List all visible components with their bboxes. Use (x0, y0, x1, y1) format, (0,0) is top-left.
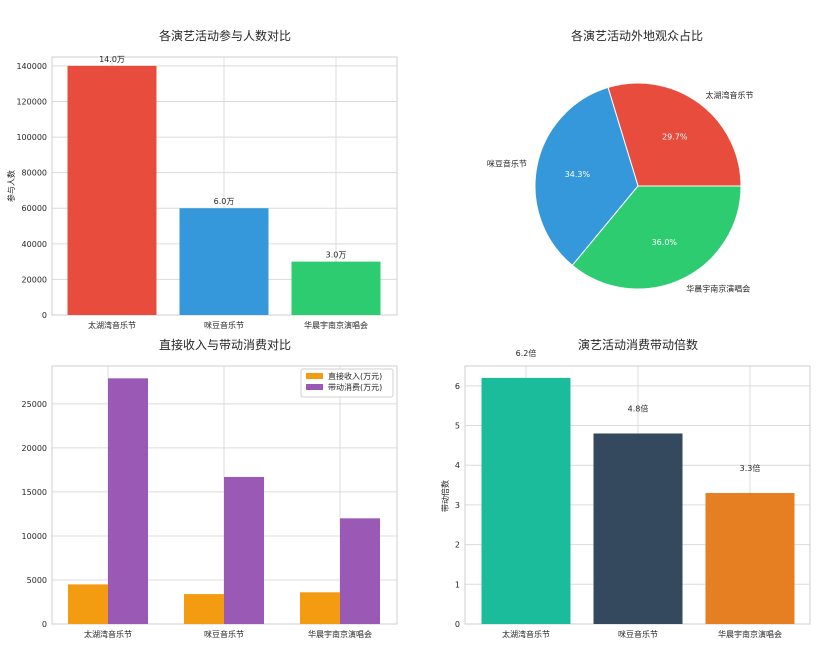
multiplier-data-label: 3.3倍 (740, 463, 761, 473)
driven-consumption-bar (224, 476, 264, 624)
multiplier-y-tick-label: 5 (455, 422, 460, 431)
revenue-x-tick-label: 华晨宇南京演唱会 (308, 629, 372, 639)
multiplier-data-label: 4.8倍 (628, 403, 649, 413)
pie-pct-label: 29.7% (662, 132, 688, 141)
participants-y-tick-label: 0 (42, 311, 47, 320)
multiplier-bar (593, 433, 683, 624)
participants-data-label: 6.0万 (214, 197, 235, 206)
pie-slice (571, 185, 742, 290)
multiplier-x-tick-label: 华晨宇南京演唱会 (718, 629, 782, 639)
participants-y-axis-label: 参与人数 (6, 170, 16, 202)
revenue-x-tick-label: 咪豆音乐节 (204, 629, 244, 639)
driven-consumption-bar (340, 518, 380, 624)
revenue-y-tick-label: 15000 (22, 488, 47, 497)
pie-slice-label: 咪豆音乐节 (487, 159, 527, 169)
participants-x-tick-label: 咪豆音乐节 (204, 320, 244, 330)
participants-bar (179, 208, 269, 315)
participants-chart-title: 各演艺活动参与人数对比 (159, 28, 291, 43)
participants-x-tick-label: 太湖湾音乐节 (88, 320, 136, 330)
pie-pct-label: 36.0% (652, 238, 678, 247)
pie-pct-label: 34.3% (565, 170, 591, 179)
multiplier-y-tick-label: 1 (455, 580, 460, 589)
pie-slice (607, 82, 742, 187)
revenue-y-tick-label: 10000 (22, 532, 47, 541)
participants-y-tick-label: 60000 (22, 204, 47, 213)
multiplier-y-tick-label: 4 (455, 461, 460, 470)
revenue-y-tick-label: 25000 (22, 400, 47, 409)
participants-y-tick-label: 140000 (16, 62, 47, 71)
pie-slice-label: 华晨宇南京演唱会 (686, 284, 750, 294)
multiplier-chart-title: 演艺活动消费带动倍数 (578, 337, 698, 352)
multiplier-bar (481, 377, 571, 624)
participants-y-tick-label: 80000 (22, 169, 47, 178)
legend-swatch (306, 384, 323, 390)
pie-slice (534, 86, 639, 267)
revenue-y-tick-label: 0 (42, 620, 47, 629)
revenue-y-tick-label: 5000 (27, 576, 47, 585)
participants-y-tick-label: 120000 (16, 97, 47, 106)
revenue-x-tick-label: 太湖湾音乐节 (84, 629, 132, 639)
pie-chart-title: 各演艺活动外地观众占比 (571, 28, 703, 43)
revenue-grouped-bar-chart: 直接收入与带动消费对比 0 5000 10000 15000 20000 25000 太湖湾… (22, 337, 398, 639)
multiplier-x-tick-label: 太湖湾音乐节 (502, 629, 550, 639)
legend-swatch (306, 373, 323, 379)
participants-y-tick-label: 100000 (16, 133, 47, 142)
revenue-y-tick-label: 20000 (22, 444, 47, 453)
legend-box (300, 368, 394, 398)
participants-bar (291, 261, 381, 315)
multiplier-y-tick-label: 0 (455, 620, 460, 629)
participants-data-label: 3.0万 (326, 251, 347, 260)
direct-income-bar (68, 584, 108, 624)
participants-y-tick-label: 40000 (22, 240, 47, 249)
legend-label: 直接收入(万元) (328, 371, 382, 381)
multiplier-x-tick-label: 咪豆音乐节 (618, 629, 658, 639)
participants-bar (67, 65, 157, 316)
multiplier-y-tick-label: 3 (455, 501, 460, 510)
revenue-legend: 直接收入(万元)带动消费(万元) (300, 368, 394, 398)
multiplier-y-tick-label: 2 (455, 541, 460, 550)
revenue-chart-title: 直接收入与带动消费对比 (159, 337, 291, 352)
driven-consumption-bar (108, 378, 148, 624)
legend-label: 带动消费(万元) (328, 382, 382, 392)
pie-slice-label: 太湖湾音乐节 (705, 90, 753, 100)
participants-x-tick-label: 华晨宇南京演唱会 (304, 320, 368, 330)
participants-y-tick-label: 20000 (22, 275, 47, 284)
direct-income-bar (300, 592, 340, 624)
multiplier-data-label: 6.2倍 (516, 348, 537, 358)
participants-bar-chart: 各演艺活动参与人数对比 参与人数 0 20000 40000 60000 80000 10… (6, 28, 398, 330)
participants-data-label: 14.0万 (99, 55, 125, 64)
outside-visitors-pie-chart: 各演艺活动外地观众占比 29.7% 太湖湾音乐节 34.3% 咪豆音乐节 36.0% 华晨… (487, 28, 754, 294)
direct-income-bar (184, 594, 224, 624)
multiplier-y-axis-label: 带动倍数 (440, 480, 450, 512)
multiplier-y-tick-label: 6 (455, 382, 460, 391)
multiplier-bar (705, 493, 795, 624)
